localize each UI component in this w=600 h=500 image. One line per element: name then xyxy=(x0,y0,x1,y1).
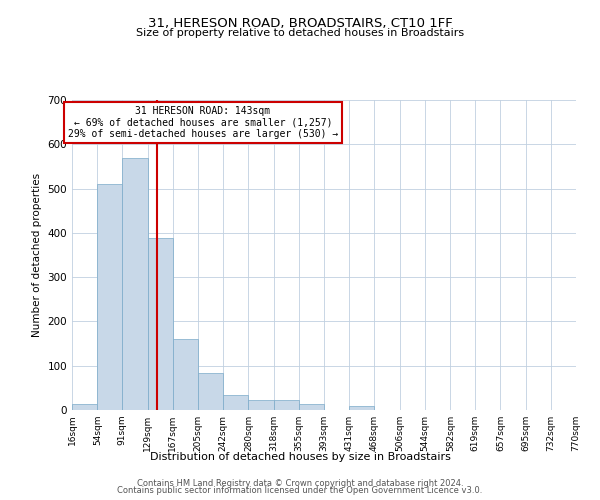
Bar xyxy=(349,406,374,410)
Bar xyxy=(148,238,173,410)
Bar xyxy=(299,404,324,410)
Bar xyxy=(122,158,148,410)
Bar xyxy=(274,400,299,410)
Bar xyxy=(223,396,248,410)
Y-axis label: Number of detached properties: Number of detached properties xyxy=(32,173,42,337)
Text: Size of property relative to detached houses in Broadstairs: Size of property relative to detached ho… xyxy=(136,28,464,38)
Text: Contains public sector information licensed under the Open Government Licence v3: Contains public sector information licen… xyxy=(118,486,482,495)
Bar xyxy=(248,400,274,410)
Text: 31 HERESON ROAD: 143sqm
← 69% of detached houses are smaller (1,257)
29% of semi: 31 HERESON ROAD: 143sqm ← 69% of detache… xyxy=(68,106,338,140)
Bar xyxy=(72,404,97,410)
Bar xyxy=(199,373,223,410)
Bar xyxy=(97,184,122,410)
Text: 31, HERESON ROAD, BROADSTAIRS, CT10 1FF: 31, HERESON ROAD, BROADSTAIRS, CT10 1FF xyxy=(148,18,452,30)
Text: Contains HM Land Registry data © Crown copyright and database right 2024.: Contains HM Land Registry data © Crown c… xyxy=(137,478,463,488)
Bar xyxy=(173,339,199,410)
Text: Distribution of detached houses by size in Broadstairs: Distribution of detached houses by size … xyxy=(149,452,451,462)
